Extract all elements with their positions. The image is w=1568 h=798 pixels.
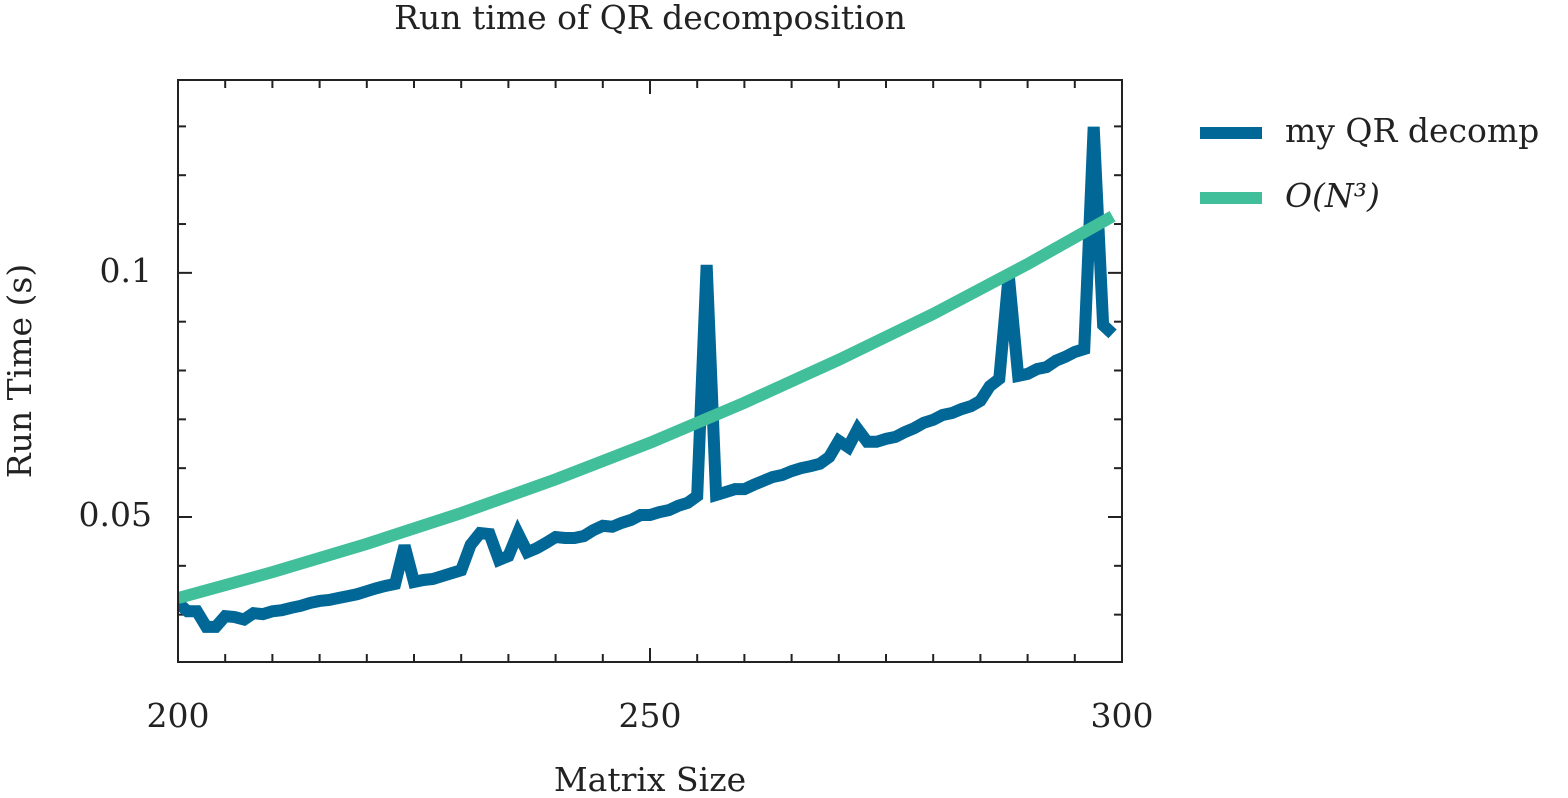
legend-label: my QR decomp	[1285, 111, 1539, 150]
series-line	[178, 210, 1116, 604]
x-tick-label: 200	[147, 696, 210, 735]
x-tick-label: 300	[1091, 696, 1154, 735]
y-tick-label: 0.1	[100, 251, 152, 290]
x-tick-label: 250	[619, 696, 682, 735]
legend-label: O(N³)	[1285, 176, 1380, 215]
y-axis-label: Run Time (s)	[0, 264, 39, 478]
x-axis-label: Matrix Size	[554, 760, 746, 798]
plot-frame	[177, 79, 1123, 663]
series-line	[178, 126, 1117, 633]
chart-title: Run time of QR decomposition	[394, 0, 906, 37]
y-tick-label: 0.05	[79, 495, 152, 534]
